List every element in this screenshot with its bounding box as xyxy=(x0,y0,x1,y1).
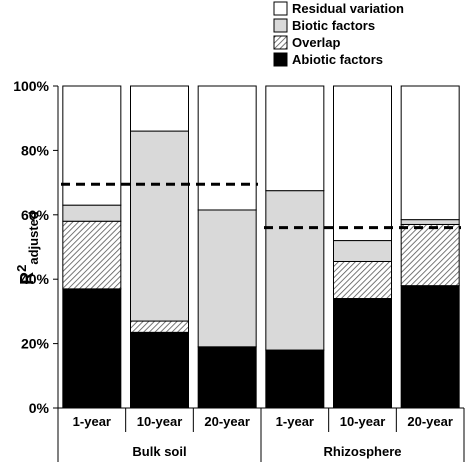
category-label: 20-year xyxy=(407,414,453,429)
y-axis-label-main: R xyxy=(17,272,37,285)
y-tick-label: 60% xyxy=(21,207,50,223)
bar-segment-biotic-factors xyxy=(333,240,392,262)
axes xyxy=(57,86,465,462)
legend-swatch xyxy=(273,1,288,16)
legend-swatch xyxy=(273,18,288,33)
category-label: 1-year xyxy=(73,414,111,429)
y-axis-label-subscript: adjusted xyxy=(26,211,41,265)
bar-segment-abiotic-factors xyxy=(400,285,460,409)
bar-segment-biotic-factors xyxy=(265,190,325,351)
category-label: 1-year xyxy=(276,414,314,429)
category-labels: 1-year 10-year 20-year 1-year 10-year 20-year xyxy=(73,414,453,429)
bar-segment-biotic-factors xyxy=(197,209,257,348)
bar-segment-abiotic-factors xyxy=(333,298,392,409)
category-label: 10-year xyxy=(340,414,386,429)
bar-segment-residual-variation xyxy=(197,85,257,211)
bar-segment-abiotic-factors xyxy=(62,288,122,409)
bar-segment-abiotic-factors xyxy=(197,346,257,409)
y-axis-label: R2adjusted xyxy=(14,211,41,285)
bar-segment-overlap xyxy=(400,223,460,287)
group-labels: Bulk soil Rhizosphere xyxy=(132,444,401,459)
y-tick-label: 0% xyxy=(29,400,50,416)
group-label: Bulk soil xyxy=(132,444,186,459)
legend-swatch xyxy=(273,35,288,50)
bar-segment-biotic-factors xyxy=(62,204,122,222)
bar-segment-biotic-factors xyxy=(400,219,460,225)
bar-segment-abiotic-factors xyxy=(130,331,189,409)
y-axis-label-superscript: 2 xyxy=(14,265,29,272)
reference-lines xyxy=(61,182,461,230)
legend-swatch xyxy=(273,52,288,67)
y-tick-label: 100% xyxy=(13,78,49,94)
legend-label: Biotic factors xyxy=(292,18,375,33)
bar-segment-residual-variation xyxy=(333,85,392,242)
bar-segment-abiotic-factors xyxy=(265,349,325,409)
legend: Residual variation Biotic factors Overlap A… xyxy=(273,1,404,67)
y-axis-ticks: 0% 20% 40% 60% 80% 100% xyxy=(13,78,58,416)
bar-segment-residual-variation xyxy=(62,85,122,206)
y-tick-label: 80% xyxy=(21,142,50,158)
legend-label: Overlap xyxy=(292,35,340,50)
legend-label: Abiotic factors xyxy=(292,52,383,67)
y-tick-label: 20% xyxy=(21,336,50,352)
bar-segment-overlap xyxy=(130,320,189,333)
bar-segment-residual-variation xyxy=(400,85,460,221)
category-label: 10-year xyxy=(137,414,183,429)
legend-label: Residual variation xyxy=(292,1,404,16)
bar-segment-biotic-factors xyxy=(130,130,189,322)
category-label: 20-year xyxy=(204,414,250,429)
bar-segment-residual-variation xyxy=(130,85,189,132)
y-tick-label: 40% xyxy=(21,271,50,287)
bars xyxy=(62,85,460,409)
bar-segment-overlap xyxy=(333,260,392,300)
bar-segment-overlap xyxy=(62,220,122,290)
group-label: Rhizosphere xyxy=(323,444,401,459)
bar-segment-residual-variation xyxy=(265,85,325,192)
